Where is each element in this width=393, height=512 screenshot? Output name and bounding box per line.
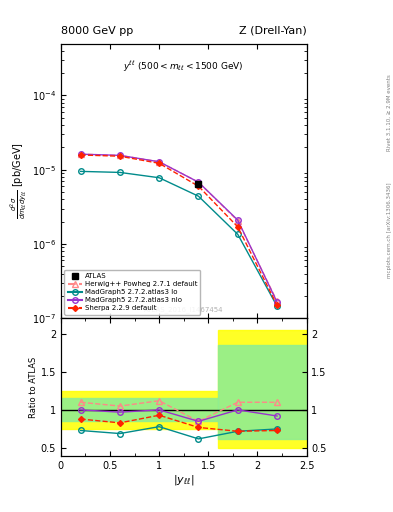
Y-axis label: Ratio to ATLAS: Ratio to ATLAS — [29, 356, 38, 418]
Text: $y^{\ell\ell}\ (500 < m_{\ell\ell} < 1500\ \mathrm{GeV})$: $y^{\ell\ell}\ (500 < m_{\ell\ell} < 150… — [123, 60, 244, 74]
Bar — [218, 330, 307, 448]
Text: 8000 GeV pp: 8000 GeV pp — [61, 26, 133, 36]
Bar — [218, 345, 307, 439]
X-axis label: $|y_{\ell\ell}|$: $|y_{\ell\ell}|$ — [173, 473, 195, 487]
Text: ATLAS_2016_I1467454: ATLAS_2016_I1467454 — [144, 306, 224, 313]
Y-axis label: $\frac{d^2\sigma}{dm_{\ell\ell}dy_{\ell\ell}}\ \mathrm{[pb/GeV]}$: $\frac{d^2\sigma}{dm_{\ell\ell}dy_{\ell\… — [8, 142, 29, 219]
Bar — [61, 398, 218, 421]
Text: Z (Drell-Yan): Z (Drell-Yan) — [239, 26, 307, 36]
Bar — [61, 391, 218, 429]
Text: Rivet 3.1.10, ≥ 2.9M events: Rivet 3.1.10, ≥ 2.9M events — [387, 74, 392, 151]
Text: mcplots.cern.ch [arXiv:1306.3436]: mcplots.cern.ch [arXiv:1306.3436] — [387, 183, 392, 278]
Legend: ATLAS, Herwig++ Powheg 2.7.1 default, MadGraph5 2.7.2.atlas3 lo, MadGraph5 2.7.2: ATLAS, Herwig++ Powheg 2.7.1 default, Ma… — [64, 269, 200, 315]
